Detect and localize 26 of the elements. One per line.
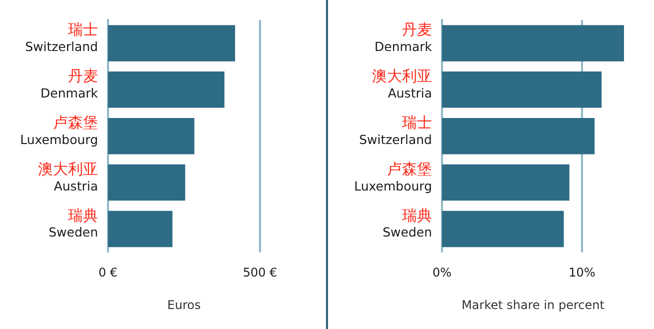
x-tick-label: 0 € bbox=[98, 266, 118, 280]
y-tick-label: 瑞士 Switzerland bbox=[359, 113, 432, 147]
y-tick-label: 瑞典 Sweden bbox=[48, 206, 98, 240]
y-tick-label: 瑞士 Switzerland bbox=[25, 20, 98, 54]
bar bbox=[442, 118, 595, 154]
bar bbox=[442, 210, 564, 248]
y-tick-label: 澳大利亚 Austria bbox=[372, 67, 432, 100]
x-tick-label: 10% bbox=[568, 266, 596, 280]
x-tick-label: 500 € bbox=[242, 266, 278, 280]
y-tick-label: 澳大利亚 Austria bbox=[38, 160, 98, 194]
bar bbox=[108, 118, 194, 154]
bar bbox=[108, 164, 186, 201]
bar bbox=[108, 25, 236, 62]
x-axis-title: Market share in percent bbox=[462, 298, 605, 312]
bar bbox=[442, 25, 624, 62]
bar bbox=[108, 210, 172, 248]
bar bbox=[442, 164, 570, 201]
y-tick-label: 丹麦 Denmark bbox=[374, 20, 433, 54]
bar bbox=[108, 72, 224, 108]
bar bbox=[442, 72, 602, 108]
y-tick-label: 卢森堡 Luxembourg bbox=[354, 160, 432, 194]
y-tick-label: 瑞典 Sweden bbox=[382, 206, 432, 240]
y-tick-label: 丹麦 Denmark bbox=[40, 67, 99, 100]
x-tick-label: 0% bbox=[432, 266, 452, 280]
y-tick-label: 卢森堡 Luxembourg bbox=[20, 113, 98, 147]
x-axis-title: Euros bbox=[167, 298, 201, 312]
